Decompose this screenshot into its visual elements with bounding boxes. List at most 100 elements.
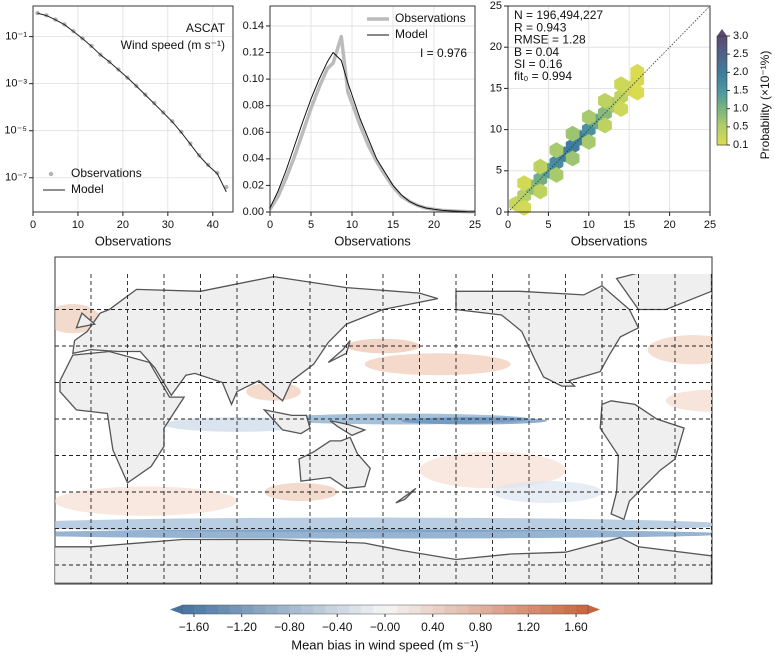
colorbar-cell [717, 81, 727, 84]
colorbar-cell [717, 132, 727, 135]
colorbar-cell [717, 125, 727, 128]
y-tick-label: 15 [490, 82, 502, 94]
colorbar-tick-label: 0.80 [469, 620, 493, 634]
colorbar-cell [717, 115, 727, 119]
colorbar-cell [717, 95, 727, 99]
colorbar-cell [717, 63, 727, 66]
x-tick-label: 25 [704, 219, 716, 231]
hex-cell [614, 76, 629, 93]
stat-text: R = 0.943 [514, 20, 567, 34]
colorbar-tick-label: 1.5 [733, 84, 748, 96]
colorbar-cell [717, 86, 727, 90]
y-tick-label: 10⁻³ [5, 78, 27, 90]
colorbar-cell [241, 605, 255, 614]
land [59, 350, 186, 484]
colorbar-cell [717, 74, 727, 77]
hex-cell [533, 183, 548, 200]
y-tick-label: 0.02 [243, 179, 264, 191]
y-tick-label: 5 [496, 165, 502, 177]
colorbar-cell [361, 605, 374, 614]
colorbar-cell [717, 54, 727, 57]
hex-cell [581, 109, 596, 126]
colorbar-cell [717, 70, 727, 73]
x-tick-label: 20 [663, 219, 675, 231]
colorbar-cell [717, 68, 727, 72]
colorbar-cell [408, 605, 422, 614]
x-tick-label: 5 [545, 219, 551, 231]
y-tick-label: 10⁻⁵ [4, 125, 27, 137]
colorbar-tick-label: −0.80 [274, 620, 305, 634]
hex-cell [598, 117, 612, 134]
hex-cell [517, 175, 532, 192]
annotation: ASCAT [186, 21, 226, 35]
hex-cell [565, 125, 580, 142]
axes-frame [507, 5, 711, 213]
colorbar-cell [717, 65, 727, 68]
colorbar-tick-label: 0.5 [733, 121, 748, 133]
colorbar-cell [492, 605, 505, 614]
colorbar-cell [717, 106, 727, 110]
colorbar-cell [717, 101, 727, 104]
bias-patch [55, 529, 712, 539]
data-point [35, 10, 40, 16]
y-tick-label: 10 [490, 124, 502, 136]
colorbar-cell [717, 59, 727, 62]
colorbar-cell [193, 605, 207, 614]
colorbar-cell [540, 605, 553, 614]
colorbar-label: Probability (×10⁻¹%) [758, 51, 772, 160]
x-tick-label: 10 [72, 219, 84, 231]
data-line [269, 52, 476, 213]
colorbar-cell [564, 605, 577, 614]
colorbar-extend [170, 605, 182, 614]
y-tick-label: 0.04 [243, 153, 264, 165]
hex-cell [598, 92, 612, 109]
hex-cell [614, 101, 629, 117]
colorbar-tick-label: −0.00 [370, 620, 401, 634]
x-axis-label: Observations [571, 233, 648, 248]
colorbar-cell [717, 46, 727, 50]
stat-text: fit₀ = 0.994 [514, 69, 572, 83]
colorbar-cell [717, 99, 727, 102]
colorbar-tick-label: 0.40 [421, 620, 445, 634]
colorbar-cell [717, 83, 727, 86]
colorbar-cell [396, 605, 410, 614]
colorbar-cell [717, 94, 727, 97]
colorbar-tick-label: −0.40 [322, 620, 353, 634]
colorbar-cell [717, 39, 727, 42]
colorbar-cell [717, 97, 727, 101]
stat-text: B = 0.04 [514, 45, 559, 59]
bias-patch [401, 417, 548, 425]
hex-cell [549, 142, 564, 159]
hex-cell [533, 158, 548, 175]
stat-text: N = 196,494,227 [514, 8, 603, 22]
data-point [152, 100, 157, 106]
colorbar-tick-label: −1.20 [227, 620, 258, 634]
colorbar-cell [717, 66, 727, 70]
colorbar-cell [253, 605, 267, 614]
colorbar-cell [717, 110, 727, 113]
colorbar-cell [717, 75, 727, 79]
colorbar-cell [337, 605, 350, 614]
colorbar-cell [504, 605, 517, 614]
colorbar-cell [717, 57, 727, 61]
colorbar-cell [717, 143, 727, 146]
colorbar-cell [420, 605, 434, 614]
colorbar-cell [717, 48, 727, 52]
map-layer [55, 274, 712, 584]
colorbar-cell [717, 112, 727, 115]
colorbar-cell [717, 139, 727, 142]
colorbar-cell [301, 605, 314, 614]
colorbar-cell [717, 108, 727, 111]
legend-label: Model [71, 182, 104, 196]
colorbar-cell [717, 103, 727, 106]
colorbar-tick-label: 1.60 [564, 620, 588, 634]
colorbar-label: Mean bias in wind speed (m s⁻¹) [291, 637, 479, 652]
y-tick-label: 10⁻¹ [5, 31, 27, 43]
colorbar-cell [717, 88, 727, 91]
x-axis-label: Observations [95, 233, 172, 248]
x-tick-label: 0 [30, 219, 36, 231]
y-tick-label: 10⁻⁷ [5, 172, 27, 184]
colorbar-cell [717, 72, 727, 75]
y-tick-label: 0.12 [243, 46, 264, 58]
hex-cell [581, 134, 596, 150]
